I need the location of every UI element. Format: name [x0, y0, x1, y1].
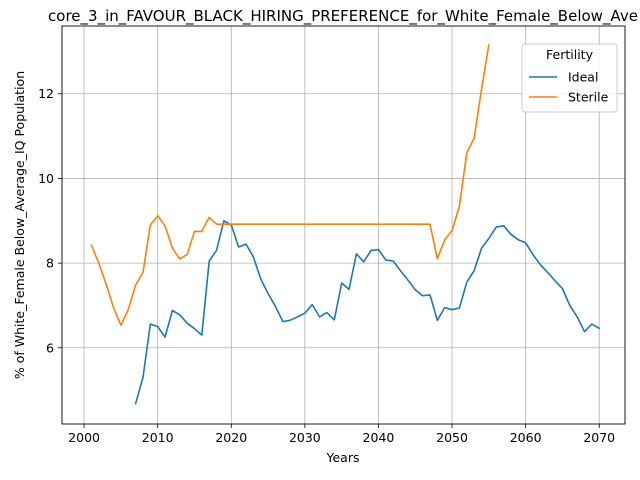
legend-label-sterile: Sterile: [568, 90, 609, 105]
series-lines: [90, 44, 601, 405]
legend: Fertility Ideal Sterile: [521, 43, 618, 113]
legend-label-ideal: Ideal: [568, 70, 598, 85]
legend-title: Fertility: [546, 47, 594, 62]
chart-title: core_3_in_FAVOUR_BLACK_HIRING_PREFERENCE…: [48, 7, 638, 26]
y-axis-label: % of White_Female Below_Average_IQ Popul…: [12, 71, 27, 379]
x-tick-label: 2020: [215, 430, 247, 445]
x-tick-label: 2000: [68, 430, 100, 445]
x-tick-label: 2050: [436, 430, 468, 445]
legend-box: [521, 43, 618, 113]
x-tick-label: 2060: [510, 430, 542, 445]
y-tick-label: 10: [38, 171, 54, 186]
x-axis-ticks: 2000 2010 2020 2030 2040 2050 2060 2070: [68, 424, 615, 445]
x-axis-label: Years: [326, 450, 360, 465]
y-tick-label: 8: [46, 256, 54, 271]
plot-frame: [61, 25, 626, 425]
series-line-sterile: [90, 44, 490, 327]
x-tick-label: 2030: [289, 430, 321, 445]
x-tick-label: 2070: [583, 430, 615, 445]
x-tick-label: 2010: [142, 430, 174, 445]
y-tick-label: 12: [38, 86, 54, 101]
y-tick-label: 6: [46, 340, 54, 355]
series-line-ideal: [134, 220, 601, 405]
y-axis-ticks: 6 8 10 12: [38, 86, 62, 355]
x-tick-label: 2040: [363, 430, 395, 445]
